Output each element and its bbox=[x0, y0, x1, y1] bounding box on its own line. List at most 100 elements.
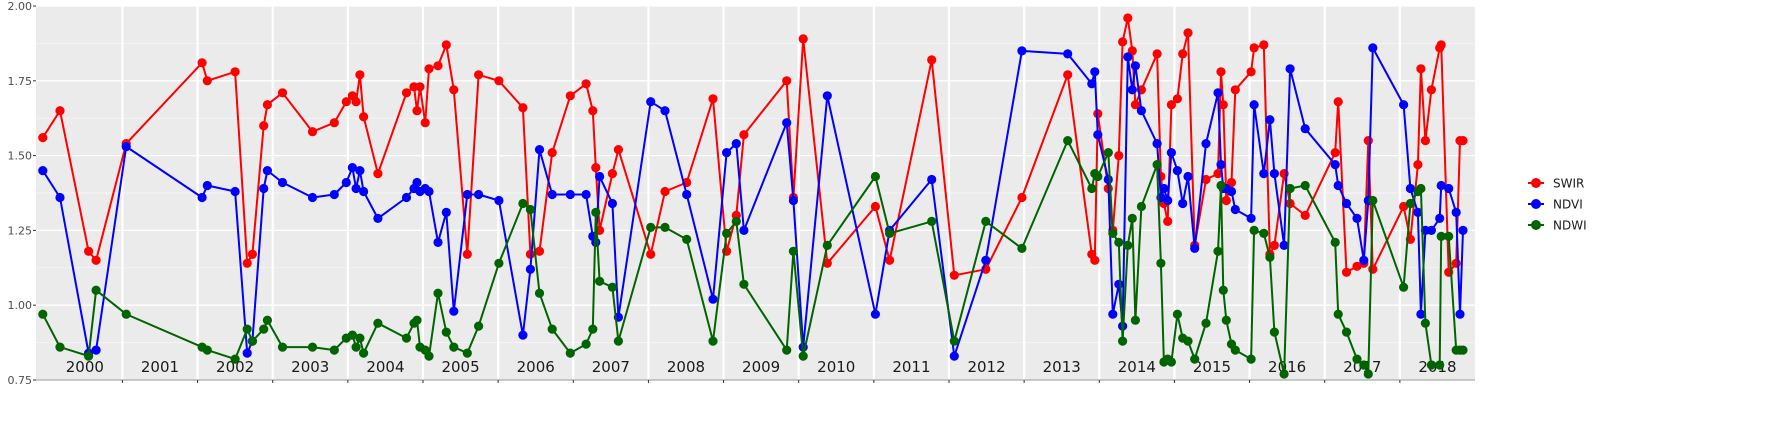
data-point-swir bbox=[474, 70, 484, 80]
data-point-swir bbox=[534, 246, 545, 256]
data-point-ndvi bbox=[1087, 79, 1097, 89]
data-point-ndvi bbox=[927, 174, 937, 185]
y-tick-label: 2.00 bbox=[8, 0, 33, 13]
data-point-ndvi bbox=[581, 189, 591, 200]
data-point-swir bbox=[1130, 100, 1140, 110]
data-point-swir bbox=[1063, 70, 1073, 80]
data-point-ndvi bbox=[347, 163, 357, 173]
data-point-ndvi bbox=[1152, 139, 1162, 149]
data-point-ndwi bbox=[1352, 354, 1362, 364]
data-point-ndvi bbox=[1249, 100, 1259, 110]
data-point-ndwi bbox=[38, 309, 48, 319]
data-point-ndvi bbox=[1352, 213, 1362, 223]
data-point-ndwi bbox=[731, 216, 741, 226]
data-point-ndvi bbox=[607, 198, 618, 209]
data-point-swir bbox=[1451, 258, 1461, 268]
data-point-ndvi bbox=[1246, 213, 1256, 223]
data-point-swir bbox=[1368, 264, 1378, 274]
data-point-swir bbox=[1090, 255, 1100, 265]
data-point-swir bbox=[1259, 40, 1269, 50]
data-point-ndwi bbox=[91, 285, 101, 295]
data-point-swir bbox=[1246, 67, 1256, 77]
data-point-ndvi bbox=[277, 177, 288, 188]
data-point-ndvi bbox=[981, 255, 991, 265]
data-point-swir bbox=[581, 79, 591, 89]
data-point-swir bbox=[1333, 97, 1343, 107]
data-point-ndwi bbox=[739, 279, 749, 289]
data-point-ndvi bbox=[565, 189, 575, 200]
data-point-swir bbox=[607, 169, 618, 179]
data-point-ndvi bbox=[722, 148, 732, 158]
data-point-swir bbox=[1363, 136, 1373, 146]
data-point-ndwi bbox=[1426, 360, 1436, 370]
data-point-swir bbox=[1458, 136, 1468, 146]
data-point-ndwi bbox=[565, 348, 575, 358]
data-point-ndvi bbox=[1178, 198, 1188, 209]
data-point-ndvi bbox=[547, 189, 557, 200]
data-point-ndwi bbox=[55, 342, 65, 352]
data-point-swir bbox=[1341, 267, 1352, 277]
data-point-swir bbox=[518, 103, 528, 113]
data-point-swir bbox=[38, 133, 48, 143]
data-point-ndvi bbox=[121, 142, 131, 152]
data-point-swir bbox=[1330, 148, 1340, 158]
data-point-swir bbox=[1420, 136, 1430, 146]
data-point-ndwi bbox=[1216, 180, 1226, 191]
year-label: 2006 bbox=[517, 358, 555, 376]
data-point-ndvi bbox=[646, 97, 656, 107]
year-label: 2011 bbox=[892, 358, 930, 376]
data-point-swir bbox=[1216, 67, 1226, 77]
data-point-ndwi bbox=[494, 258, 504, 268]
data-point-ndvi bbox=[1458, 225, 1468, 235]
legend: SWIR NDVI NDWI bbox=[1528, 177, 1587, 233]
data-point-ndvi bbox=[518, 330, 528, 340]
data-point-ndvi bbox=[401, 192, 412, 203]
data-point-ndwi bbox=[1249, 225, 1259, 235]
data-point-ndvi bbox=[441, 207, 451, 217]
data-point-ndwi bbox=[1259, 228, 1269, 238]
data-point-swir bbox=[1166, 100, 1176, 110]
data-point-ndwi bbox=[1368, 195, 1378, 206]
data-point-ndvi bbox=[731, 139, 741, 149]
data-point-ndvi bbox=[1300, 124, 1310, 134]
x-axis bbox=[36, 379, 1475, 383]
data-point-swir bbox=[197, 58, 207, 68]
data-point-ndwi bbox=[359, 348, 369, 358]
data-point-ndvi bbox=[1136, 106, 1146, 116]
data-point-ndwi bbox=[1359, 360, 1369, 370]
data-point-ndwi bbox=[1103, 148, 1113, 158]
y-tick-label: 0.75 bbox=[8, 374, 33, 387]
data-point-swir bbox=[1300, 210, 1310, 220]
data-point-swir bbox=[1213, 169, 1223, 179]
data-point-ndvi bbox=[462, 189, 472, 200]
data-point-swir bbox=[660, 186, 670, 197]
data-point-ndvi bbox=[197, 192, 207, 203]
data-point-swir bbox=[927, 55, 937, 65]
year-label: 2014 bbox=[1118, 358, 1156, 376]
data-point-swir bbox=[373, 169, 383, 179]
data-point-swir bbox=[1114, 151, 1124, 161]
data-point-ndwi bbox=[1285, 183, 1295, 194]
y-tick-label: 1.25 bbox=[8, 224, 33, 237]
data-point-ndwi bbox=[441, 327, 451, 337]
data-point-swir bbox=[277, 88, 288, 98]
data-point-swir bbox=[1226, 177, 1237, 188]
data-point-ndvi bbox=[788, 195, 799, 206]
data-point-ndvi bbox=[682, 189, 692, 200]
data-point-swir bbox=[870, 201, 881, 212]
data-point-ndwi bbox=[1087, 183, 1097, 194]
data-point-ndwi bbox=[230, 354, 240, 364]
series-ndwi bbox=[38, 136, 1468, 379]
year-label: 2010 bbox=[817, 358, 855, 376]
data-point-ndvi bbox=[412, 177, 422, 188]
data-point-ndvi bbox=[329, 189, 339, 200]
data-point-ndwi bbox=[1063, 136, 1073, 146]
data-point-ndwi bbox=[1341, 327, 1352, 337]
legend-point-swatch bbox=[1531, 178, 1541, 188]
data-point-ndvi bbox=[433, 237, 443, 247]
data-point-ndvi bbox=[1216, 160, 1226, 170]
data-point-ndvi bbox=[595, 171, 605, 182]
data-point-ndwi bbox=[722, 228, 732, 238]
data-point-swir bbox=[1017, 192, 1027, 203]
